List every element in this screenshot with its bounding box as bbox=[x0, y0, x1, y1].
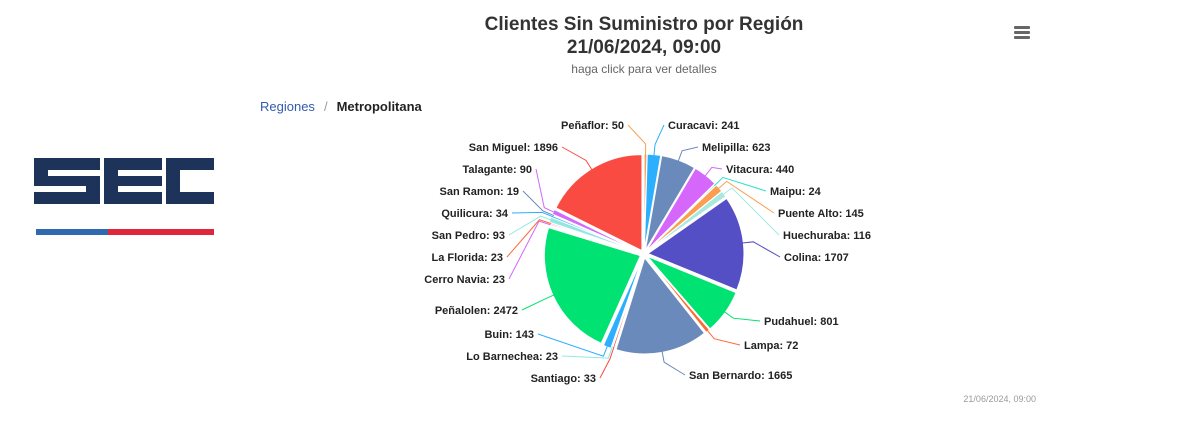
pie-label-melipilla[interactable]: Melipilla: 623 bbox=[702, 142, 770, 154]
pie-label-la-florida[interactable]: La Florida: 23 bbox=[431, 252, 503, 264]
pie-label-quilicura[interactable]: Quilicura: 34 bbox=[441, 208, 509, 220]
pie-connector-san-pedro bbox=[508, 215, 553, 236]
pie-label-curacavi[interactable]: Curacavi: 241 bbox=[668, 120, 740, 132]
sec-logo-red-bar bbox=[108, 229, 214, 235]
pie-label-talagante[interactable]: Talagante: 90 bbox=[463, 164, 533, 176]
pie-connector-san-miguel bbox=[561, 146, 593, 171]
hamburger-menu-icon bbox=[1014, 26, 1030, 29]
pie-label-san-pedro[interactable]: San Pedro: 93 bbox=[432, 230, 505, 242]
pie-label-lo-barnechea[interactable]: Lo Barnechea: 23 bbox=[466, 351, 558, 363]
pie-connector-pudahuel bbox=[723, 310, 761, 322]
hamburger-menu-icon-bar2 bbox=[1014, 31, 1030, 34]
pie-label-huechuraba[interactable]: Huechuraba: 116 bbox=[783, 230, 871, 242]
pie-slices bbox=[543, 153, 745, 355]
pie-connector-penaflor bbox=[627, 124, 647, 157]
pie-label-lampa[interactable]: Lampa: 72 bbox=[744, 340, 798, 352]
pie-connector-curacavi bbox=[653, 124, 665, 157]
breadcrumb-separator: / bbox=[323, 99, 328, 114]
chart-title: Clientes Sin Suministro por Región 21/06… bbox=[300, 13, 988, 59]
pie-connector-cerro-navia bbox=[508, 220, 551, 280]
pie-label-buin[interactable]: Buin: 143 bbox=[484, 329, 534, 341]
pie-label-pudahuel[interactable]: Pudahuel: 801 bbox=[764, 316, 839, 328]
breadcrumb: Regiones / Metropolitana bbox=[260, 99, 422, 114]
pie-label-cerro-navia[interactable]: Cerro Navia: 23 bbox=[424, 274, 505, 286]
pie-label-colina[interactable]: Colina: 1707 bbox=[784, 252, 849, 264]
chart-subtitle: haga click para ver detalles bbox=[571, 62, 717, 76]
pie-label-maipu[interactable]: Maipu: 24 bbox=[770, 186, 822, 198]
pie-label-san-ramon[interactable]: San Ramon: 19 bbox=[440, 186, 519, 198]
sec-logo bbox=[34, 158, 214, 235]
pie-connector-huechuraba bbox=[722, 187, 780, 236]
pie-connector-puente-alto bbox=[717, 180, 775, 214]
pie-labels: Curacavi: 241 Melipilla: 623 Vitacura: 440… bbox=[424, 120, 871, 385]
breadcrumb-current: Metropolitana bbox=[336, 99, 422, 114]
pie-connector-melipilla bbox=[677, 146, 699, 163]
pie-label-vitacura[interactable]: Vitacura: 440 bbox=[726, 164, 794, 176]
pie-label-puente-alto[interactable]: Puente Alto: 145 bbox=[778, 208, 864, 220]
pie-connector-penalolen bbox=[521, 294, 556, 311]
pie-connector-quilicura bbox=[511, 211, 554, 218]
pie-label-san-miguel[interactable]: San Miguel: 1896 bbox=[469, 142, 558, 154]
breadcrumb-regiones-link[interactable]: Regiones bbox=[260, 99, 315, 114]
pie-connector-colina bbox=[741, 241, 781, 258]
pie-label-penalolen[interactable]: Peñalolen: 2472 bbox=[435, 305, 518, 317]
pie-connector-talagante bbox=[535, 168, 556, 214]
pie-connectors bbox=[506, 124, 781, 379]
pie-connector-san-ramon bbox=[522, 190, 555, 216]
sec-logo-letters bbox=[34, 158, 214, 204]
footer-timestamp: 21/06/2024, 09:00 bbox=[963, 394, 1036, 404]
pie-connector-vitacura bbox=[704, 166, 723, 178]
pie-connector-lampa bbox=[706, 329, 741, 346]
pie-connector-lo-barnechea bbox=[561, 346, 613, 359]
chart-title-line1: Clientes Sin Suministro por Región bbox=[484, 14, 804, 35]
pie-label-penaflor[interactable]: Peñaflor: 50 bbox=[561, 120, 624, 132]
pie-connector-san-bernardo bbox=[661, 350, 686, 376]
chart-title-line2: 21/06/2024, 09:00 bbox=[566, 37, 722, 58]
hamburger-menu-icon-bar3 bbox=[1014, 36, 1030, 39]
pie-connector-buin bbox=[537, 333, 609, 357]
pie-connector-maipu bbox=[713, 176, 767, 192]
pie-label-san-bernardo[interactable]: San Bernardo: 1665 bbox=[689, 370, 792, 382]
sec-logo-blue-bar bbox=[36, 229, 108, 235]
chart-menu-button[interactable] bbox=[1010, 22, 1034, 42]
pie-connector-santiago bbox=[599, 347, 615, 379]
pie-connector-la-florida bbox=[506, 219, 552, 258]
pie-label-santiago[interactable]: Santiago: 33 bbox=[531, 373, 596, 385]
